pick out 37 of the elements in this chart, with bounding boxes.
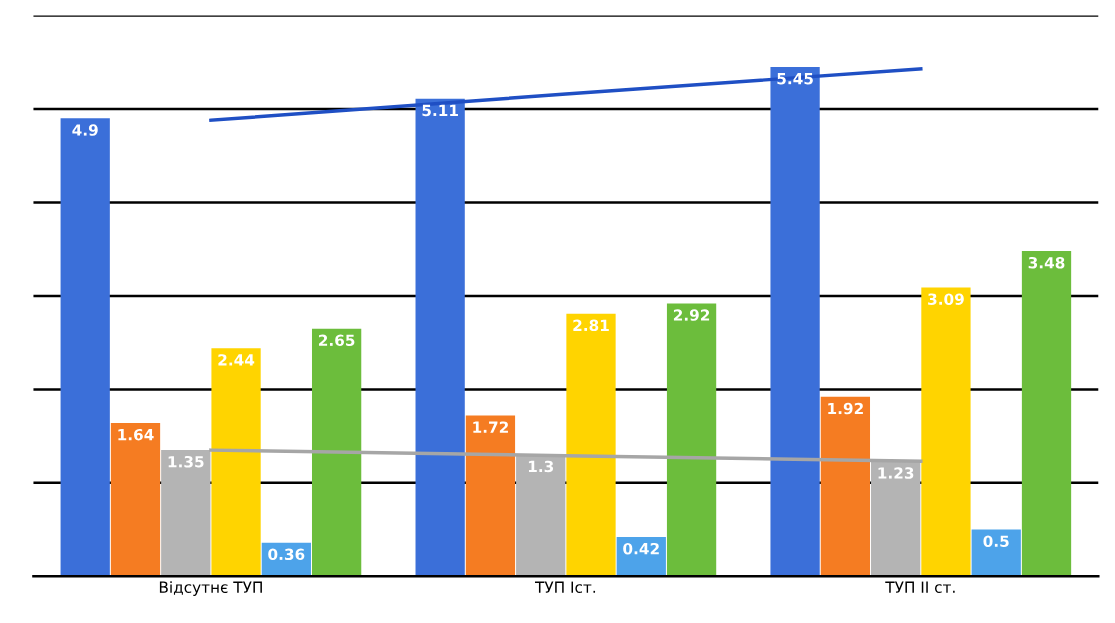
- bar: [516, 454, 566, 577]
- data-label: 0.5: [983, 535, 1009, 547]
- bar: [311, 328, 362, 577]
- data-label: 5.11: [422, 104, 458, 117]
- bar: [60, 118, 110, 577]
- bar: [465, 415, 516, 577]
- bar: [211, 348, 261, 577]
- data-label: 2.92: [673, 309, 710, 321]
- bar: [110, 423, 161, 577]
- data-label: 1.92: [828, 402, 863, 415]
- bar: [1021, 251, 1072, 577]
- bar: [566, 313, 616, 577]
- data-label: 1.23: [878, 467, 914, 479]
- data-label: 2.65: [318, 334, 355, 347]
- data-label: 2.81: [573, 319, 609, 332]
- bar: [971, 529, 1021, 577]
- data-label: 3.09: [928, 293, 964, 305]
- data-label: 1.3: [528, 460, 554, 473]
- bar: [415, 98, 465, 577]
- bar: [871, 461, 921, 577]
- data-label: 2.44: [218, 354, 255, 366]
- data-label: 1.72: [473, 421, 508, 433]
- bar: [921, 287, 971, 577]
- data-label: 0.42: [623, 542, 659, 555]
- bar: [666, 303, 717, 577]
- data-label: 4.9: [72, 124, 98, 136]
- bar: [161, 450, 211, 577]
- data-label: 0.36: [268, 548, 305, 561]
- data-label: 1.64: [118, 428, 154, 441]
- data-label: 5.45: [777, 73, 813, 85]
- data-label: 1.35: [168, 455, 204, 468]
- x-tick-label: Відсутнє ТУП: [159, 581, 262, 596]
- data-label: 3.48: [1028, 256, 1065, 269]
- x-tick-label: ТУП Іст.: [534, 581, 596, 593]
- bar: [820, 396, 871, 577]
- x-tick-label: ТУП ІІ ст.: [885, 581, 955, 593]
- bar: [770, 66, 820, 577]
